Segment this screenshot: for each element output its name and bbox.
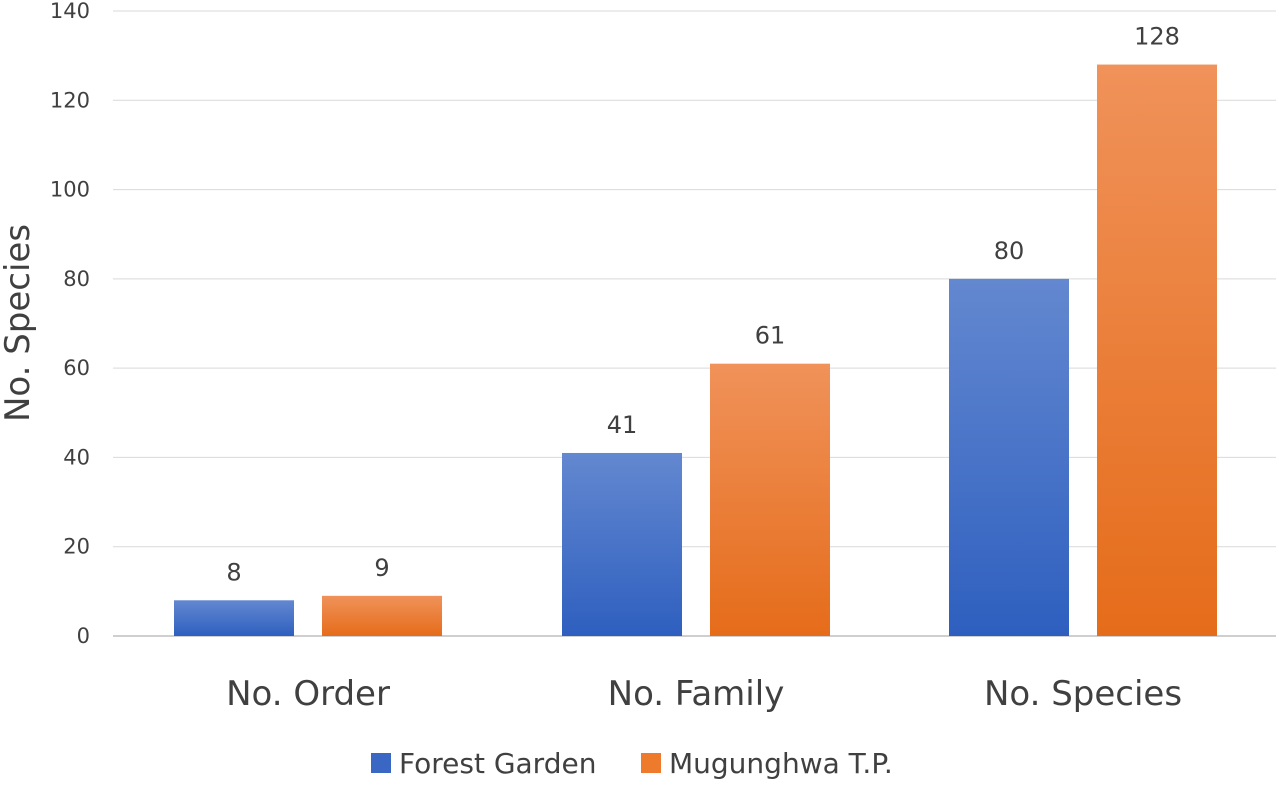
x-category-label: No. Family (608, 674, 785, 714)
bar-forest-garden-2 (949, 278, 1069, 636)
y-tick-label: 140 (50, 0, 90, 23)
y-axis-ticks: 0 20 40 60 80 100 120 140 (50, 0, 90, 648)
legend-swatch-0 (371, 753, 391, 773)
legend-label-1: Mugunghwa T.P. (669, 747, 893, 780)
data-label: 128 (1134, 23, 1180, 51)
bar-mugunghwa-1 (710, 363, 830, 636)
data-labels: 8 9 41 61 80 128 (226, 23, 1180, 587)
legend: Forest Garden Mugunghwa T.P. (371, 747, 893, 780)
y-tick-label: 60 (63, 356, 90, 380)
y-axis-label: No. Species (0, 224, 38, 422)
y-tick-label: 80 (63, 267, 90, 291)
y-tick-label: 20 (63, 535, 90, 559)
x-axis-categories: No. Order No. Family No. Species (226, 674, 1182, 714)
y-tick-label: 100 (50, 178, 90, 202)
data-label: 80 (994, 237, 1025, 265)
data-label: 9 (374, 554, 389, 582)
bar-forest-garden-1 (562, 452, 682, 636)
x-category-label: No. Species (984, 674, 1182, 714)
y-tick-label: 120 (50, 88, 90, 112)
bar-mugunghwa-2 (1097, 64, 1217, 637)
bars (174, 64, 1217, 637)
bar-mugunghwa-0 (322, 595, 442, 636)
bar-forest-garden-0 (174, 600, 294, 636)
data-label: 61 (755, 322, 786, 350)
legend-swatch-1 (641, 753, 661, 773)
x-category-label: No. Order (226, 674, 390, 714)
data-label: 8 (226, 558, 241, 586)
data-label: 41 (607, 411, 638, 439)
y-tick-label: 0 (77, 624, 90, 648)
gridlines (113, 10, 1276, 637)
legend-label-0: Forest Garden (399, 747, 596, 780)
y-tick-label: 40 (63, 445, 90, 469)
